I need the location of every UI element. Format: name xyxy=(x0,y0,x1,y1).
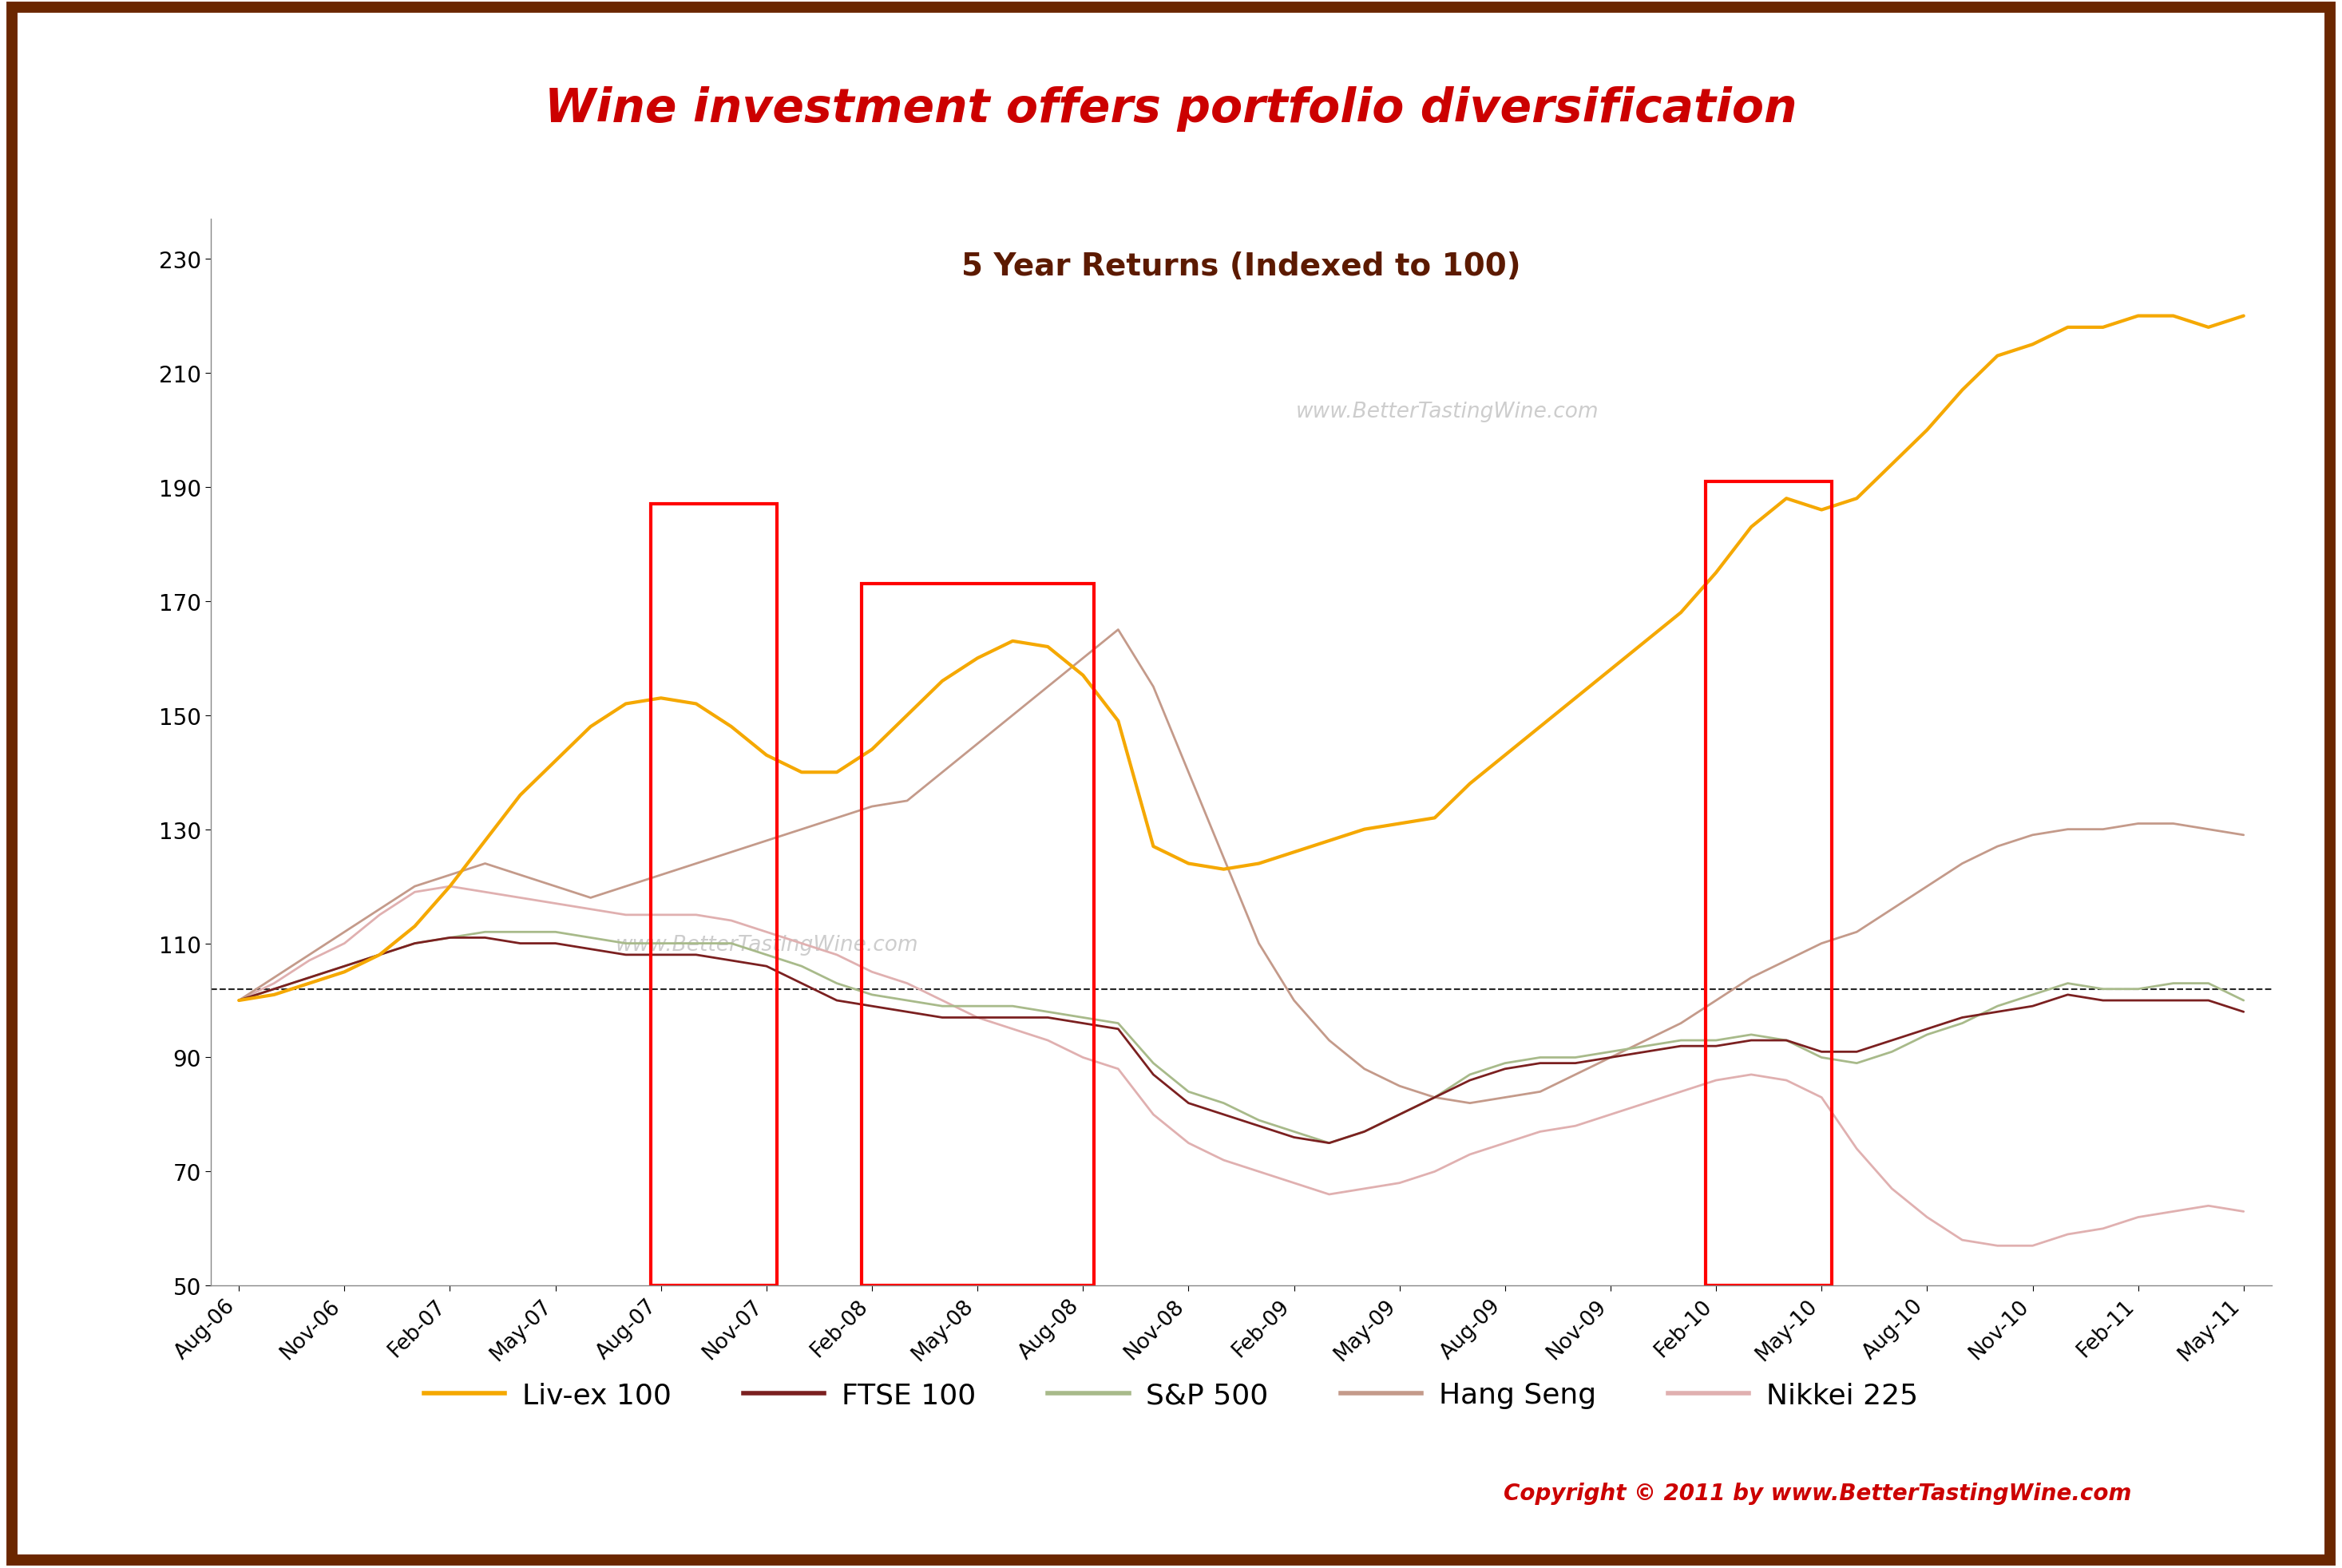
Text: www.BetterTastingWine.com: www.BetterTastingWine.com xyxy=(1295,401,1600,422)
Bar xyxy=(862,585,1094,1286)
Bar xyxy=(651,505,778,1286)
Text: Wine investment offers portfolio diversification: Wine investment offers portfolio diversi… xyxy=(546,86,1796,132)
Text: www.BetterTastingWine.com: www.BetterTastingWine.com xyxy=(616,935,918,955)
Text: Copyright © 2011 by www.BetterTastingWine.com: Copyright © 2011 by www.BetterTastingWin… xyxy=(1504,1482,2131,1504)
Legend: Liv-ex 100, FTSE 100, S&P 500, Hang Seng, Nikkei 225: Liv-ex 100, FTSE 100, S&P 500, Hang Seng… xyxy=(412,1370,1930,1421)
Text: 5 Year Returns (Indexed to 100): 5 Year Returns (Indexed to 100) xyxy=(963,251,1520,282)
Bar xyxy=(1705,481,1831,1286)
